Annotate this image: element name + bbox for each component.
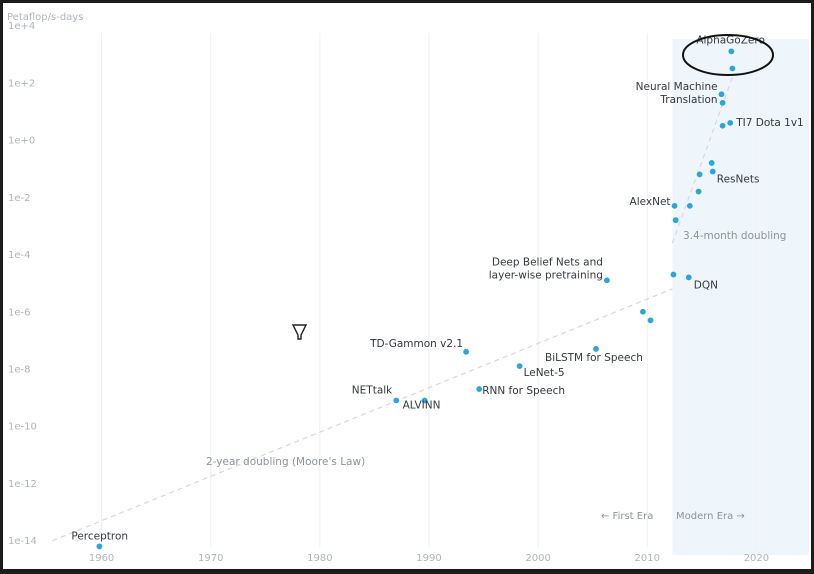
point-unlabeled-19	[718, 91, 725, 98]
point-unlabeled-9	[647, 317, 654, 324]
alphagozero-highlight-circle	[682, 34, 774, 76]
label-rnn-for-speech: RNN for Speech	[482, 385, 565, 397]
y-tick-1e-2: 1e-2	[8, 193, 31, 204]
x-tick-1970: 1970	[198, 553, 223, 564]
x-tick-2000: 2000	[525, 553, 550, 564]
cursor-icon	[291, 324, 308, 340]
point-alexnet	[671, 202, 678, 209]
label-alvinn: ALVINN	[403, 399, 441, 411]
modern-doubling-label: 3.4-month doubling	[683, 230, 786, 242]
y-tick-1e-4: 1e-4	[8, 250, 31, 261]
label-perceptron: Perceptron	[71, 530, 128, 542]
y-tick-1e-6: 1e-6	[8, 307, 31, 318]
point-unlabeled-21	[719, 122, 726, 129]
x-axis-ticks: 1960 1970 1980 1990 2000 2010 2020	[89, 553, 769, 564]
trend-annotations: 2-year doubling (Moore's Law) 3.4-month d…	[206, 230, 786, 468]
point-labels: Perceptron NETtalk ALVINN TD-Gammon v2.1 RNN…	[71, 34, 803, 542]
point-perceptron	[96, 543, 103, 550]
x-tick-1960: 1960	[89, 553, 114, 564]
point-deep-belief-nets-and-layer-wise-pretraining	[604, 277, 610, 284]
point-alphagozero	[728, 48, 735, 55]
label-td-gammon-v2-1: TD-Gammon v2.1	[369, 338, 463, 350]
trend-line-1	[52, 288, 673, 542]
label-nettalk: NETtalk	[352, 384, 393, 396]
label-lenet-5: LeNet-5	[524, 367, 565, 379]
data-points	[96, 48, 736, 550]
point-lenet-5	[516, 363, 523, 370]
y-tick-1e-0: 1e+0	[8, 136, 35, 147]
vertical-gridlines	[101, 33, 757, 547]
y-axis-ticks: 1e+4 1e+2 1e+0 1e-2 1e-4 1e-6 1e-8 1e-10 1e-12 1e…	[8, 21, 37, 547]
label-bilstm-for-speech: BiLSTM for Speech	[545, 352, 643, 364]
y-tick-1e-14: 1e-14	[8, 536, 37, 547]
point-alvinn	[421, 397, 428, 404]
trend-lines	[52, 74, 735, 542]
label-neural-machine-translation: Neural Machine Translation	[636, 81, 718, 106]
trend-line-2	[671, 74, 735, 244]
point-resnets	[709, 168, 716, 175]
point-dqn	[685, 274, 692, 281]
y-tick-1e-10: 1e-10	[8, 422, 37, 433]
point-bilstm-for-speech	[593, 346, 599, 352]
point-unlabeled-14	[686, 202, 693, 209]
point-unlabeled-10	[670, 271, 677, 278]
point-td-gammon-v2-1	[463, 348, 470, 355]
moores-law-label: 2-year doubling (Moore's Law)	[206, 456, 365, 468]
y-tick-1e-8: 1e-8	[8, 364, 31, 375]
label-alphagozero: AlphaGoZero	[696, 34, 765, 46]
point-unlabeled-16	[696, 171, 703, 178]
x-tick-1980: 1980	[307, 553, 332, 564]
label-dqn: DQN	[694, 279, 718, 291]
y-tick-1e-12: 1e-12	[8, 479, 37, 490]
point-ti7-dota-1v1	[727, 119, 734, 126]
x-tick-1990: 1990	[416, 553, 441, 564]
point-nettalk	[393, 397, 400, 404]
label-resnets: ResNets	[717, 174, 760, 186]
y-tick-1e-4: 1e+4	[8, 21, 35, 32]
y-tick-1e-2: 1e+2	[8, 78, 35, 89]
first-era-label: ← First Era	[601, 511, 653, 522]
point-unlabeled-23	[729, 65, 736, 72]
point-unlabeled-17	[708, 160, 715, 166]
label-alexnet: AlexNet	[630, 196, 671, 208]
x-tick-2010: 2010	[635, 553, 660, 564]
point-neural-machine-translation	[719, 99, 726, 106]
point-unlabeled-12	[672, 217, 679, 224]
x-tick-2020: 2020	[744, 553, 769, 564]
point-unlabeled-8	[640, 308, 646, 315]
modern-era-label: Modern Era →	[676, 511, 745, 522]
point-rnn-for-speech	[476, 386, 483, 392]
label-ti7-dota-1v1: TI7 Dota 1v1	[735, 117, 804, 129]
point-unlabeled-15	[695, 188, 702, 195]
modern-era-shade	[672, 39, 809, 555]
y-axis-label: Petaflop/s-days	[7, 12, 83, 23]
chart-frame: 1e+4 1e+2 1e+0 1e-2 1e-4 1e-6 1e-8 1e-10 1e-12 1e…	[3, 3, 811, 569]
label-deep-belief-nets-and-layer-wise-pretraining: Deep Belief Nets and layer-wise pretraini…	[489, 256, 603, 281]
compute-scatter-chart: 1e+4 1e+2 1e+0 1e-2 1e-4 1e-6 1e-8 1e-10 1e-12 1e…	[7, 12, 809, 564]
